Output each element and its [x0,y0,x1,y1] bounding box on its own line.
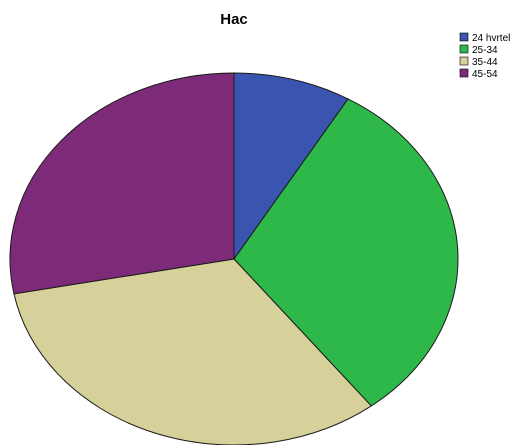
chart-title: Hac [220,11,248,28]
legend-label: 25-34 [472,45,498,56]
legend-label: 35-44 [472,57,498,68]
legend: 24 hvrtel 25-34 35-44 45-54 [459,32,510,80]
legend-item: 25-34 [459,44,498,56]
pie-slice-25-34 [233,98,459,407]
pie-slices [9,72,459,445]
legend-swatch [459,68,469,78]
pie-slice-24-hvrtel [233,72,349,261]
legend-label: 24 hvrtel [472,33,510,44]
legend-item: 45-54 [459,68,498,80]
legend-swatch [459,44,469,54]
legend-label: 45-54 [472,69,498,80]
legend-swatch [459,56,469,66]
pie-slice-45-54 [9,72,235,295]
legend-item: 35-44 [459,56,498,68]
legend-swatch [459,32,469,42]
legend-item: 24 hvrtel [459,32,510,44]
pie-slice-35-44 [13,258,373,445]
